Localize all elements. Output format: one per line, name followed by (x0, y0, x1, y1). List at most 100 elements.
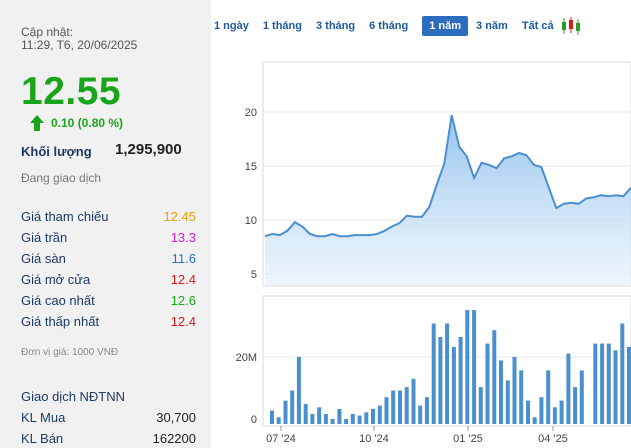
stat-label-open: Giá mở cửa (21, 272, 91, 287)
volume-bar (499, 360, 503, 424)
volume-chart-frame (262, 295, 631, 427)
volume-bar (424, 397, 429, 424)
volume-bar (384, 397, 389, 424)
volume-bar (296, 357, 301, 424)
x-axis-tick-label: 07 '24 (266, 433, 296, 445)
foreign-buy-value: 30,700 (156, 410, 196, 425)
foreign-sell-value: 162200 (152, 431, 196, 446)
price-axis-tick-label: 10 (245, 215, 257, 227)
volume-bar (290, 390, 295, 424)
volume-bar (526, 400, 530, 424)
time-range-tabs: 1 ngày 1 tháng 3 tháng 6 tháng 1 năm 3 n… (214, 16, 582, 36)
stat-value-high: 12.6 (170, 293, 196, 308)
up-arrow-icon (30, 115, 44, 131)
stock-info-panel: Cập nhật: 11:29, T6, 20/06/2025 12.55 0.… (0, 0, 211, 448)
volume-bar (330, 419, 335, 424)
volume-bar (323, 413, 328, 424)
stat-value-open: 12.4 (170, 272, 196, 287)
volume-bar (573, 387, 578, 424)
price-line (264, 114, 631, 238)
volume-bar (519, 370, 524, 424)
volume-bar (627, 346, 631, 424)
stat-label-ceiling: Giá trần (21, 230, 68, 245)
tab-3-months[interactable]: 3 tháng (315, 20, 356, 32)
volume-bar (344, 419, 349, 424)
stat-label-floor: Giá sàn (21, 251, 66, 266)
stat-label-high: Giá cao nhất (21, 293, 95, 308)
volume-bar (552, 407, 557, 425)
stat-value-ceiling: 13.3 (170, 230, 196, 245)
stat-value-low: 12.4 (170, 314, 196, 329)
tab-all[interactable]: Tất cả (521, 20, 554, 32)
foreign-sell-label: KL Bán (21, 431, 64, 446)
volume-bar (593, 343, 598, 424)
volume-label: Khối lượng (21, 144, 92, 159)
volume-bar (404, 387, 409, 424)
volume-bar (451, 346, 456, 424)
tab-1-year[interactable]: 1 năm (422, 16, 469, 36)
volume-bar (546, 370, 551, 424)
price-axis-tick-label: 15 (245, 161, 257, 173)
volume-bar (303, 403, 308, 424)
volume-bar (276, 417, 281, 424)
volume-bar (458, 336, 463, 424)
tab-1-day[interactable]: 1 ngày (214, 20, 249, 32)
volume-bar (600, 343, 605, 424)
volume-bar (418, 405, 423, 424)
volume-bar (431, 323, 436, 424)
update-label: Cập nhật: (21, 25, 74, 39)
volume-bar (391, 390, 396, 424)
volume-bar (465, 310, 470, 424)
volume-bar (398, 390, 402, 424)
foreign-buy-label: KL Mua (21, 410, 66, 425)
stat-value-floor: 11.6 (171, 251, 196, 266)
volume-bar (317, 407, 322, 425)
volume-bar (411, 378, 416, 424)
foreign-trading-title: Giao dịch NĐTNN (21, 389, 126, 404)
volume-bar (485, 343, 490, 424)
volume-bar (364, 412, 369, 424)
trading-status: Đang giao dịch (21, 171, 102, 185)
current-price: 12.55 (21, 70, 122, 113)
unit-note: Đơn vị giá: 1000 VNĐ (21, 347, 119, 358)
tab-6-months[interactable]: 6 tháng (369, 20, 409, 32)
volume-bar (270, 410, 274, 424)
price-change: 0.10 (0.80 %) (51, 116, 124, 130)
volume-bar (357, 415, 362, 424)
x-axis-tick-label: 01 '25 (453, 433, 483, 445)
stat-value-reference: 12.45 (163, 209, 196, 224)
volume-bar (559, 400, 564, 424)
update-time: 11:29, T6, 20/06/2025 (21, 38, 138, 52)
price-area-fill (265, 115, 631, 286)
stat-label-reference: Giá tham chiếu (21, 209, 109, 224)
volume-bar (478, 387, 483, 424)
volume-value: 1,295,900 (115, 141, 182, 158)
volume-bar (438, 336, 443, 424)
volume-axis-tick-label: 0 (251, 414, 257, 426)
volume-bar (579, 370, 584, 424)
x-axis-tick-label: 10 '24 (359, 433, 389, 445)
volume-bar (566, 353, 571, 424)
volume-bar (512, 357, 517, 424)
price-axis-tick-label: 20 (245, 107, 257, 119)
tab-3-years[interactable]: 3 năm (476, 20, 508, 32)
price-axis-tick-label: 5 (251, 269, 257, 281)
volume-bar (539, 397, 544, 424)
candlestick-icon[interactable] (560, 16, 582, 36)
volume-bar (492, 330, 497, 424)
tab-1-month[interactable]: 1 tháng (262, 20, 302, 32)
stat-label-low: Giá thấp nhất (21, 314, 100, 329)
volume-bar (620, 323, 625, 424)
volume-bar (283, 400, 288, 424)
volume-bar (606, 343, 611, 424)
volume-bar (472, 310, 477, 424)
volume-bar (310, 413, 315, 424)
volume-bar (350, 413, 355, 424)
volume-axis-tick-label: 20M (236, 352, 257, 364)
volume-bar (532, 417, 537, 424)
volume-bar (505, 380, 510, 424)
x-axis-tick-label: 04 '25 (538, 433, 568, 445)
volume-bar (371, 408, 375, 424)
volume-bar (445, 323, 450, 424)
